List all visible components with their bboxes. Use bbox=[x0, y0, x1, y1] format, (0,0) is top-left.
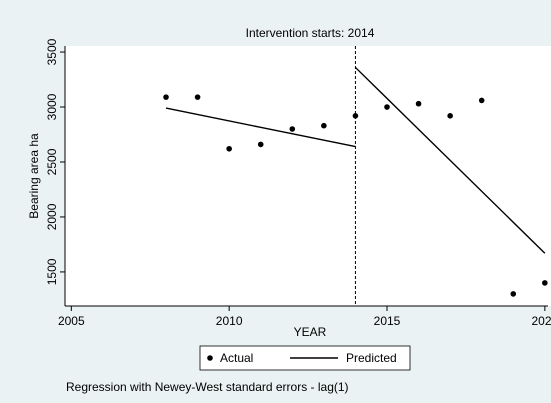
y-tick-label: 1500 bbox=[45, 258, 59, 285]
x-tick-label: 2005 bbox=[58, 314, 85, 328]
point bbox=[257, 141, 264, 148]
y-axis-label: Bearing area ha bbox=[27, 133, 41, 219]
y-tick-label: 3000 bbox=[45, 93, 59, 120]
legend-label: Actual bbox=[220, 351, 253, 365]
note: Regression with Newey-West standard erro… bbox=[66, 380, 349, 394]
line bbox=[354, 66, 546, 254]
y-tick-label: 2000 bbox=[45, 203, 59, 230]
point bbox=[321, 122, 327, 129]
point bbox=[447, 113, 453, 119]
legend-label: Predicted bbox=[346, 351, 397, 365]
x-tick-label: 2015 bbox=[374, 314, 401, 328]
x-axis-label: YEAR bbox=[294, 325, 327, 339]
point bbox=[289, 126, 296, 132]
chart-title: Intervention starts: 2014 bbox=[246, 26, 375, 40]
point bbox=[226, 145, 232, 152]
y-tick-label: 2500 bbox=[45, 148, 59, 175]
point bbox=[163, 94, 169, 100]
point bbox=[478, 97, 485, 104]
point bbox=[510, 291, 517, 297]
x-tick-label: 2020 bbox=[531, 314, 551, 328]
point bbox=[384, 104, 390, 110]
y-tick-label: 3500 bbox=[45, 38, 59, 65]
point bbox=[194, 94, 201, 100]
line bbox=[165, 107, 356, 148]
x-tick-label: 2010 bbox=[216, 314, 243, 328]
legend-marker bbox=[207, 355, 213, 361]
point bbox=[542, 280, 548, 286]
point bbox=[352, 113, 359, 119]
plot-area bbox=[65, 46, 551, 306]
point bbox=[415, 100, 422, 107]
